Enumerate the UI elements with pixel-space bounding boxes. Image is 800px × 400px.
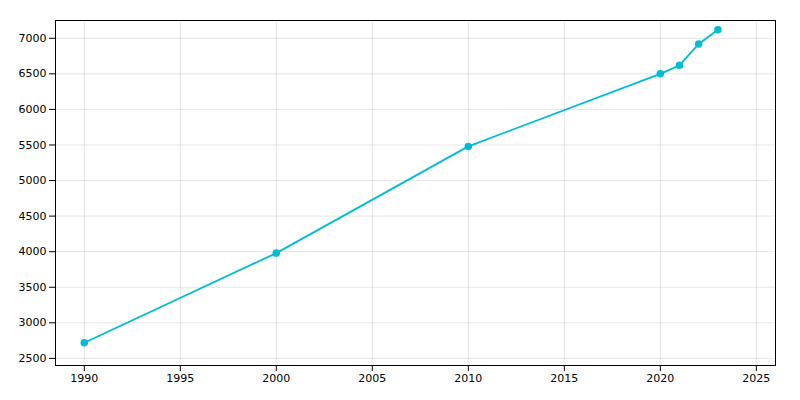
svg-text:6000: 6000	[19, 103, 47, 116]
svg-text:1990: 1990	[70, 372, 98, 385]
svg-text:5000: 5000	[19, 174, 47, 187]
svg-text:5500: 5500	[19, 139, 47, 152]
svg-text:3500: 3500	[19, 281, 47, 294]
svg-text:2015: 2015	[550, 372, 578, 385]
svg-text:2020: 2020	[646, 372, 674, 385]
svg-text:3000: 3000	[19, 316, 47, 329]
svg-text:1995: 1995	[166, 372, 194, 385]
svg-text:7000: 7000	[19, 32, 47, 45]
svg-text:2000: 2000	[262, 372, 290, 385]
svg-text:4500: 4500	[19, 210, 47, 223]
svg-text:2005: 2005	[358, 372, 386, 385]
svg-text:2025: 2025	[742, 372, 770, 385]
svg-text:2500: 2500	[19, 352, 47, 365]
svg-text:6500: 6500	[19, 67, 47, 80]
svg-text:4000: 4000	[19, 245, 47, 258]
svg-text:2010: 2010	[454, 372, 482, 385]
